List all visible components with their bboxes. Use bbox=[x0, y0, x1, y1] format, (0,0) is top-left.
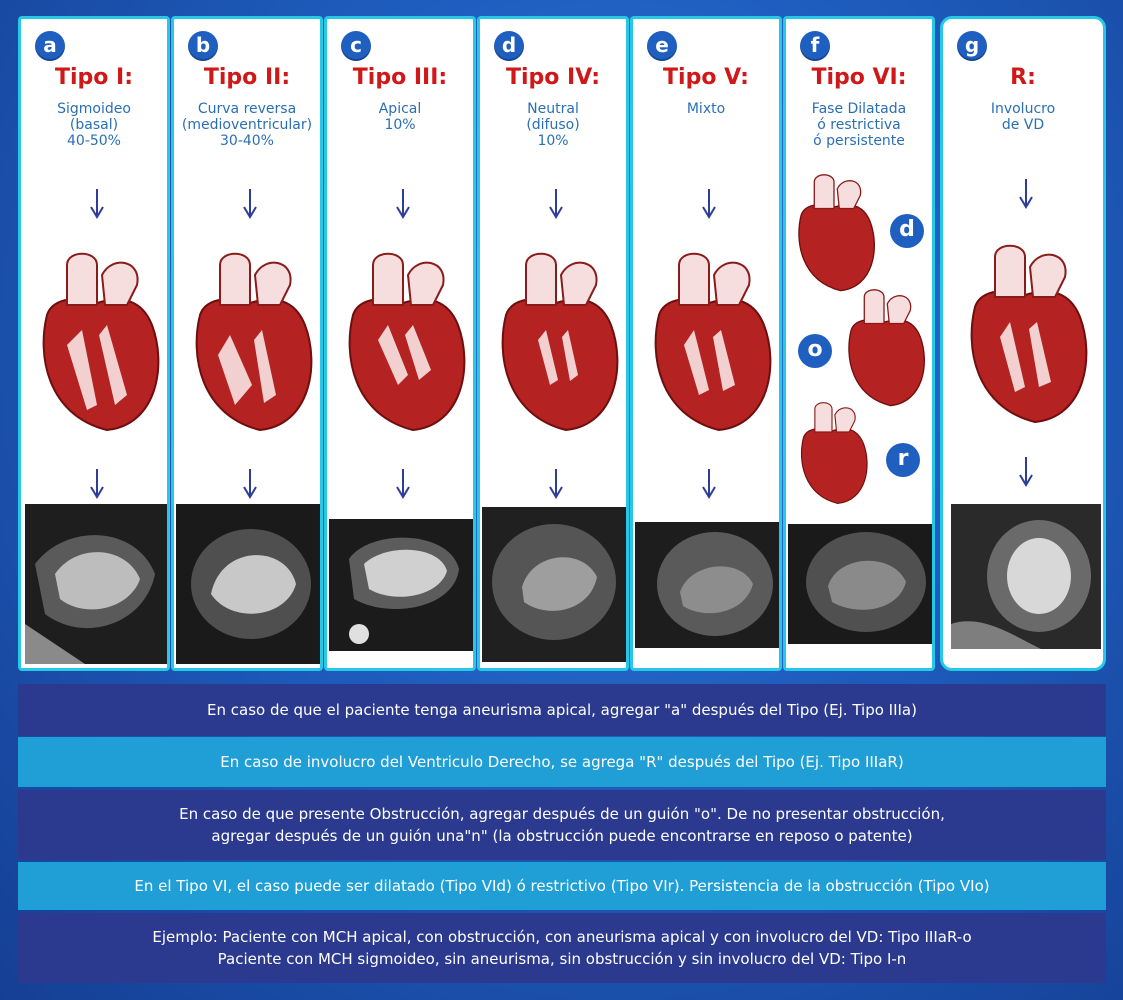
panel-description: Neutral (difuso) 10% bbox=[526, 101, 580, 149]
heart-dilated-illustration bbox=[798, 174, 875, 292]
panel-tipo-vi: f Tipo VI: Fase Dilatada ó restrictiva ó… bbox=[783, 16, 935, 671]
note-text: Paciente con MCH sigmoideo, sin aneurism… bbox=[217, 950, 907, 968]
note-tipo-vi: En el Tipo VI, el caso puede ser dilatad… bbox=[18, 862, 1106, 910]
panel-tipo-title: Tipo IV: bbox=[505, 65, 601, 90]
note-obstruccion: En caso de que presente Obstrucción, agr… bbox=[18, 790, 1106, 860]
heart-restrictive-illustration bbox=[800, 402, 868, 505]
down-arrow-icon bbox=[1019, 457, 1033, 487]
panel-tipo-i: a Tipo I: Sigmoideo (basal) 40-50% bbox=[18, 16, 170, 671]
panel-description: Sigmoideo (basal) 40-50% bbox=[57, 101, 131, 149]
down-arrow-icon bbox=[396, 469, 410, 499]
panel-tipo-title: Tipo II: bbox=[203, 65, 291, 90]
panel-badge: f bbox=[800, 31, 830, 61]
panel-description: Apical 10% bbox=[378, 101, 422, 133]
panel-tipo-v: e Tipo V: Mixto bbox=[630, 16, 782, 671]
panel-description: Curva reversa (medioventricular) 30-40% bbox=[181, 101, 313, 149]
heart-illustration bbox=[195, 252, 313, 432]
down-arrow-icon bbox=[1019, 179, 1033, 209]
panel-badge: b bbox=[188, 31, 218, 61]
down-arrow-icon bbox=[549, 189, 563, 219]
down-arrow-icon bbox=[90, 469, 104, 499]
heart-illustration bbox=[42, 252, 160, 432]
note-text: En el Tipo VI, el caso puede ser dilatad… bbox=[134, 877, 990, 895]
down-arrow-icon bbox=[243, 469, 257, 499]
mri-image bbox=[176, 504, 320, 664]
panel-badge: g bbox=[957, 31, 987, 61]
panel-tipo-ii: b Tipo II: Curva reversa (medioventricul… bbox=[171, 16, 323, 671]
note-text: En caso de que presente Obstrucción, agr… bbox=[179, 805, 945, 823]
panel-tipo-iv: d Tipo IV: Neutral (difuso) 10% bbox=[477, 16, 629, 671]
note-text: En caso de que el paciente tenga aneuris… bbox=[207, 701, 917, 719]
panel-tipo-title: Tipo VI: bbox=[811, 65, 907, 90]
panel-tipo-title: Tipo V: bbox=[663, 65, 749, 90]
note-ventriculo-derecho: En caso de involucro del Ventriculo Dere… bbox=[18, 737, 1106, 787]
panel-tipo-title: R: bbox=[1010, 65, 1036, 90]
mri-image bbox=[482, 507, 626, 662]
heart-illustration bbox=[348, 252, 466, 432]
subtype-badge-o: o bbox=[798, 334, 832, 368]
down-arrow-icon bbox=[243, 189, 257, 219]
down-arrow-icon bbox=[702, 469, 716, 499]
heart-obstruction-illustration bbox=[848, 289, 925, 407]
panel-badge: a bbox=[35, 31, 65, 61]
subtype-badge-d: d bbox=[890, 214, 924, 248]
note-aneurisma: En caso de que el paciente tenga aneuris… bbox=[18, 684, 1106, 736]
heart-illustration bbox=[501, 252, 619, 432]
heart-illustration bbox=[654, 252, 772, 432]
subtype-badge-r: r bbox=[886, 443, 920, 477]
panel-description: Involucro de VD bbox=[990, 101, 1056, 133]
panel-badge: d bbox=[494, 31, 524, 61]
mri-image bbox=[329, 519, 473, 651]
note-text: En caso de involucro del Ventriculo Dere… bbox=[220, 753, 904, 771]
panel-r: g R: Involucro de VD bbox=[940, 16, 1106, 671]
mri-image bbox=[788, 524, 932, 644]
panel-description: Fase Dilatada ó restrictiva ó persistent… bbox=[811, 101, 907, 149]
note-ejemplo: Ejemplo: Paciente con MCH apical, con ob… bbox=[18, 913, 1106, 983]
panel-description: Mixto bbox=[686, 101, 726, 117]
panel-tipo-title: Tipo I: bbox=[54, 65, 134, 90]
panel-tipo-title: Tipo III: bbox=[352, 65, 448, 90]
down-arrow-icon bbox=[90, 189, 104, 219]
down-arrow-icon bbox=[549, 469, 563, 499]
down-arrow-icon bbox=[396, 189, 410, 219]
note-text: Ejemplo: Paciente con MCH apical, con ob… bbox=[152, 928, 972, 946]
mri-image bbox=[25, 504, 167, 664]
heart-illustration bbox=[970, 244, 1088, 424]
panel-tipo-iii: c Tipo III: Apical 10% bbox=[324, 16, 476, 671]
mri-image bbox=[635, 522, 779, 648]
mri-image bbox=[951, 504, 1101, 649]
note-text: agregar después de un guión una"n" (la o… bbox=[211, 827, 913, 845]
panel-badge: c bbox=[341, 31, 371, 61]
down-arrow-icon bbox=[702, 189, 716, 219]
panel-badge: e bbox=[647, 31, 677, 61]
